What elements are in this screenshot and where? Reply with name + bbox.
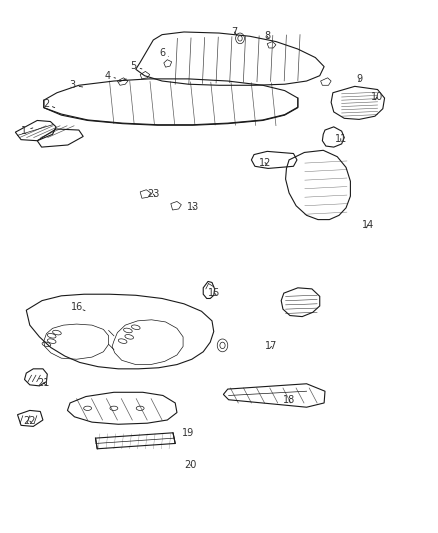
Text: 19: 19	[182, 428, 194, 438]
Text: 18: 18	[283, 395, 295, 405]
Text: 4: 4	[104, 71, 110, 80]
Text: 14: 14	[362, 220, 374, 230]
Text: 22: 22	[24, 416, 36, 426]
Text: 23: 23	[147, 189, 159, 199]
Text: 6: 6	[159, 49, 165, 58]
Text: 17: 17	[265, 342, 278, 351]
Text: 2: 2	[43, 99, 49, 109]
Text: 12: 12	[259, 158, 271, 167]
Text: 15: 15	[208, 288, 221, 298]
Text: 20: 20	[184, 460, 197, 470]
Text: 7: 7	[231, 27, 237, 37]
Text: 1: 1	[21, 126, 27, 135]
Text: 10: 10	[371, 92, 383, 102]
Text: 16: 16	[71, 302, 83, 312]
Text: 8: 8	[264, 31, 270, 41]
Text: 3: 3	[69, 80, 75, 90]
Text: 13: 13	[187, 202, 199, 212]
Text: 21: 21	[38, 378, 50, 387]
Text: 9: 9	[356, 74, 362, 84]
Text: 5: 5	[131, 61, 137, 71]
Text: 11: 11	[335, 134, 347, 143]
